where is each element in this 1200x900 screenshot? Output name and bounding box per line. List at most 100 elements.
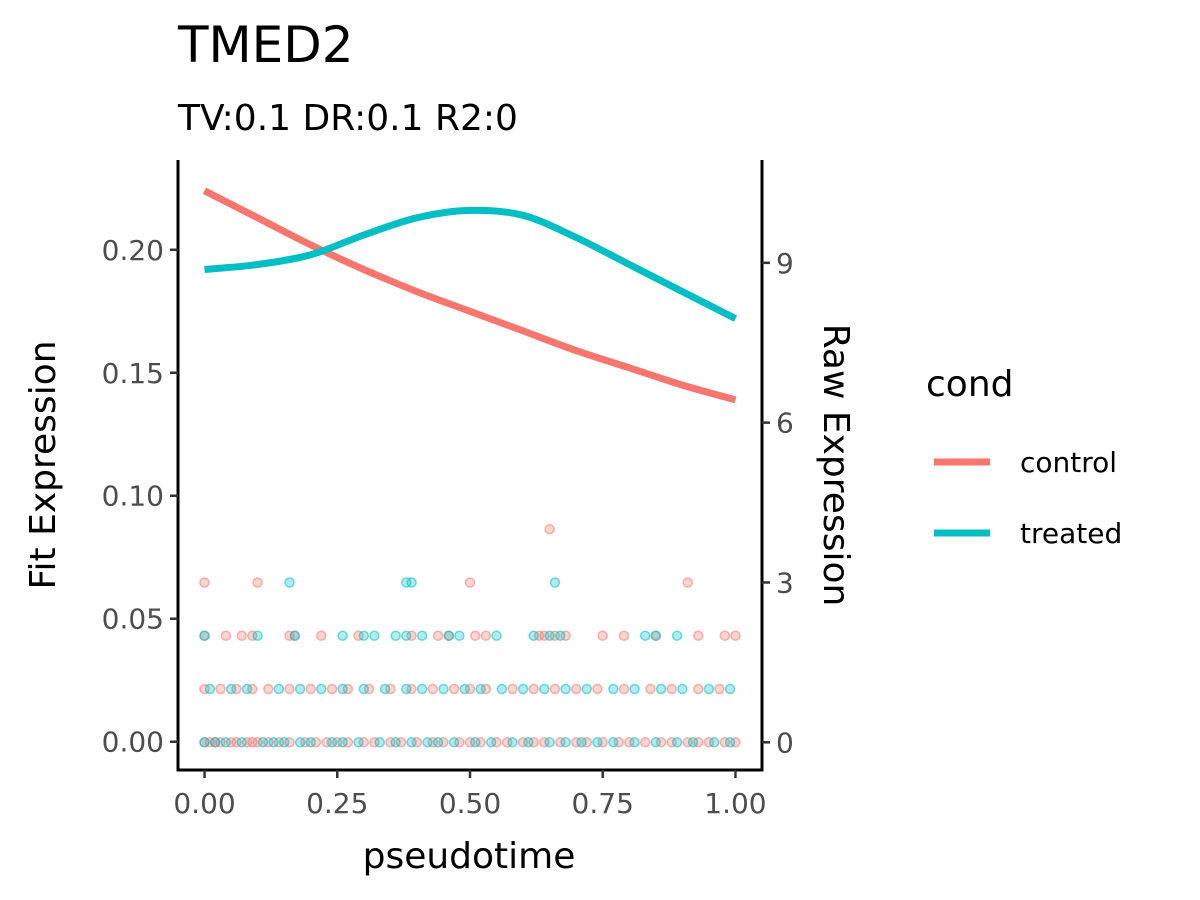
raw-point-treated xyxy=(629,683,640,695)
raw-point-treated xyxy=(401,630,412,641)
raw-point-control xyxy=(682,737,693,748)
raw-point-control xyxy=(284,630,295,641)
raw-point-treated xyxy=(225,683,237,695)
raw-point-control xyxy=(475,737,486,748)
raw-point-control xyxy=(358,737,370,748)
fit-line-treated xyxy=(204,206,738,322)
raw-point-control xyxy=(353,630,364,641)
raw-point-control xyxy=(427,683,439,695)
raw-point-control xyxy=(464,577,476,588)
raw-point-control xyxy=(464,737,476,748)
raw-point-treated xyxy=(305,737,316,748)
raw-point-treated xyxy=(416,683,428,695)
raw-point-control xyxy=(730,630,741,641)
raw-point-control xyxy=(385,683,396,695)
raw-point-treated xyxy=(491,630,502,641)
raw-point-treated xyxy=(671,737,683,748)
raw-point-treated xyxy=(220,737,232,748)
raw-point-treated xyxy=(416,630,428,641)
raw-point-control xyxy=(570,737,582,748)
raw-point-control xyxy=(305,683,316,695)
raw-point-control xyxy=(263,683,274,695)
raw-point-treated xyxy=(443,630,455,641)
raw-point-control xyxy=(528,737,539,748)
raw-point-treated xyxy=(544,737,555,748)
raw-point-treated xyxy=(639,630,651,641)
raw-point-control xyxy=(231,683,242,695)
raw-point-control xyxy=(321,737,332,748)
raw-point-treated xyxy=(268,737,279,748)
raw-point-control xyxy=(719,737,731,748)
raw-point-treated xyxy=(289,630,301,641)
raw-point-treated xyxy=(629,737,640,748)
raw-point-treated xyxy=(252,630,263,641)
raw-point-treated xyxy=(374,737,385,748)
y2-tick-label: 0 xyxy=(776,726,794,759)
raw-point-treated xyxy=(650,737,662,748)
raw-point-treated xyxy=(199,630,210,641)
raw-point-treated xyxy=(459,683,470,695)
raw-point-treated xyxy=(549,577,561,588)
raw-point-control xyxy=(560,630,571,641)
y2-axis-title: Raw Expression xyxy=(815,324,856,607)
raw-point-control xyxy=(427,737,439,748)
raw-point-treated xyxy=(507,737,518,748)
raw-point-control xyxy=(539,737,550,748)
raw-point-control xyxy=(639,737,651,748)
raw-point-treated xyxy=(199,737,210,748)
raw-point-treated xyxy=(241,683,253,695)
raw-point-control xyxy=(581,737,593,748)
raw-point-treated xyxy=(555,630,566,641)
raw-point-control xyxy=(247,630,258,641)
raw-point-control xyxy=(555,737,566,748)
raw-point-treated xyxy=(438,683,449,695)
raw-point-treated xyxy=(337,630,348,641)
raw-point-control xyxy=(395,737,407,748)
raw-point-control xyxy=(236,630,247,641)
x-tick-label: 0.75 xyxy=(572,787,634,820)
raw-point-control xyxy=(480,630,492,641)
raw-point-control xyxy=(666,737,677,748)
x-axis-title: pseudotime xyxy=(363,836,576,877)
raw-point-control xyxy=(411,737,423,748)
raw-point-control xyxy=(491,737,502,748)
raw-point-control xyxy=(464,683,476,695)
raw-point-control xyxy=(204,737,216,748)
raw-point-control xyxy=(342,737,354,748)
raw-point-treated xyxy=(560,683,571,695)
raw-point-control xyxy=(432,630,444,641)
raw-point-control xyxy=(730,737,741,748)
raw-point-treated xyxy=(337,683,348,695)
raw-point-treated xyxy=(475,683,486,695)
y-tick-label: 0.00 xyxy=(102,726,164,759)
raw-point-control xyxy=(241,737,253,748)
raw-point-control xyxy=(592,683,603,695)
raw-point-treated xyxy=(294,683,306,695)
x-tick-label: 0.50 xyxy=(439,787,501,820)
y-tick-label: 0.20 xyxy=(102,234,164,267)
raw-point-control xyxy=(549,630,561,641)
raw-point-control xyxy=(666,683,677,695)
raw-point-control xyxy=(613,737,624,748)
raw-point-treated xyxy=(236,737,247,748)
raw-point-control xyxy=(655,737,667,748)
raw-point-control xyxy=(597,630,608,641)
raw-point-treated xyxy=(608,737,619,748)
raw-point-treated xyxy=(608,683,619,695)
y2-tick-label: 9 xyxy=(776,247,794,280)
raw-point-treated xyxy=(448,737,460,748)
raw-point-control xyxy=(332,737,343,748)
raw-point-treated xyxy=(703,683,715,695)
raw-point-control xyxy=(363,683,375,695)
legend: cond control treated xyxy=(926,364,1122,550)
raw-point-control xyxy=(247,737,258,748)
raw-point-treated xyxy=(496,683,508,695)
raw-point-treated xyxy=(432,737,444,748)
raw-point-treated xyxy=(204,683,216,695)
raw-point-treated xyxy=(650,630,662,641)
raw-point-treated xyxy=(257,737,269,748)
raw-point-control xyxy=(570,683,582,695)
raw-point-control xyxy=(406,683,417,695)
raw-point-treated xyxy=(470,737,481,748)
raw-point-treated xyxy=(369,630,380,641)
